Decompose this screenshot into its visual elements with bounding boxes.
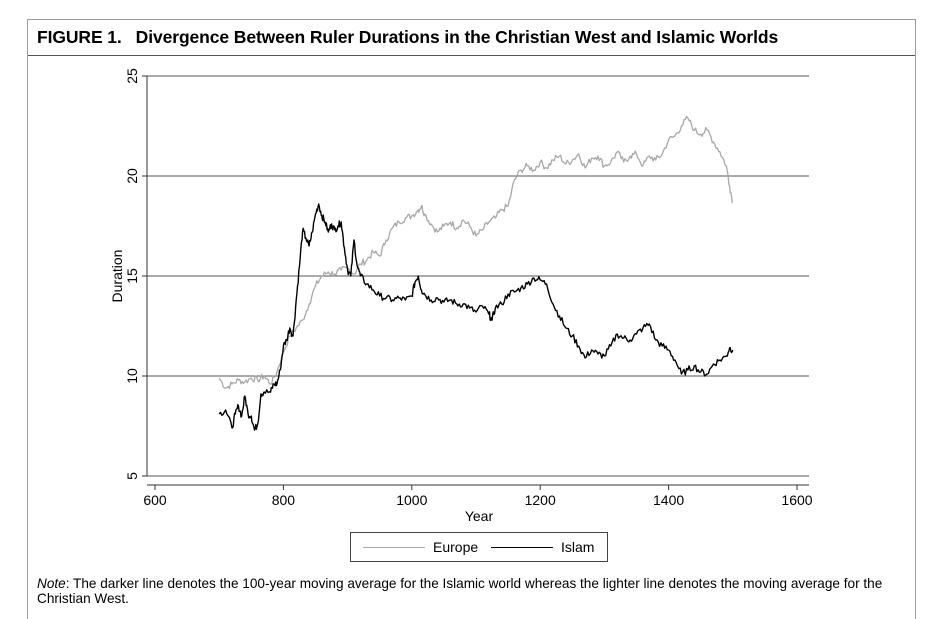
figure-note: Note: The darker line denotes the 100-ye…	[37, 576, 897, 606]
figure-frame	[27, 19, 916, 619]
legend-item-europe: Europe	[363, 533, 478, 561]
legend: Europe Islam	[350, 532, 608, 562]
figure-title: FIGURE 1. Divergence Between Ruler Durati…	[37, 27, 778, 48]
axes: 5 10 15 20 25 600 800 1000 1200 1400 1600	[124, 68, 813, 508]
legend-label-islam: Islam	[561, 539, 595, 555]
legend-item-islam: Islam	[491, 533, 594, 561]
title-rule	[28, 55, 915, 56]
note-text: : The darker line denotes the 100-year m…	[37, 576, 883, 606]
x-tick-label: 800	[272, 492, 296, 508]
x-axis-label: Year	[465, 508, 494, 524]
figure-label: FIGURE 1.	[37, 27, 122, 47]
figure-title-text: Divergence Between Ruler Durations in th…	[135, 27, 779, 47]
note-prefix: Note	[37, 576, 66, 591]
y-tick-label: 10	[124, 368, 140, 384]
series-line-islam	[218, 203, 734, 431]
y-tick-label: 20	[124, 168, 140, 184]
gridlines	[147, 75, 809, 477]
series-layer	[218, 115, 734, 431]
legend-swatch-europe	[363, 546, 425, 548]
x-tick-label: 1000	[396, 492, 427, 508]
x-tick-label: 600	[143, 492, 167, 508]
x-tick-label: 1200	[525, 492, 556, 508]
x-tick-label: 1400	[653, 492, 684, 508]
y-tick-label: 25	[124, 68, 140, 84]
y-axis-label: Duration	[109, 250, 125, 303]
x-tick-label: 1600	[781, 492, 812, 508]
series-line-europe	[218, 115, 734, 390]
legend-label-europe: Europe	[433, 539, 479, 555]
line-chart: 5 10 15 20 25 600 800 1000 1200 1400 1600 Year Dur…	[109, 68, 813, 524]
y-tick-label: 5	[124, 472, 140, 480]
y-tick-label: 15	[124, 268, 140, 284]
legend-swatch-islam	[491, 546, 553, 548]
